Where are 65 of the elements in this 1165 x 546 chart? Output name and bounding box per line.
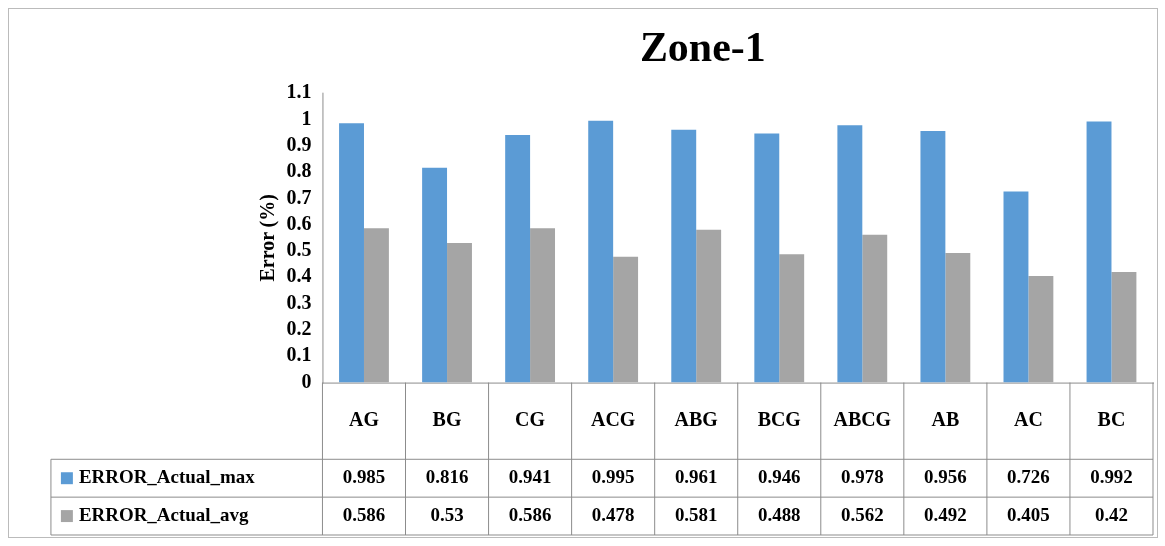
bar: [1111, 272, 1137, 383]
bar: [339, 123, 364, 383]
y-tick-label: 0.6: [286, 211, 312, 234]
data-label: 0.488: [757, 503, 801, 525]
y-axis-title: Error (%): [255, 194, 279, 282]
chart-title: Zone-1: [639, 23, 766, 70]
bar: [862, 234, 888, 383]
x-tick-label: ABCG: [833, 408, 892, 431]
data-label: 0.995: [591, 466, 635, 488]
bar: [696, 229, 722, 383]
y-tick-label: 0.7: [286, 185, 312, 208]
bar: [422, 167, 448, 383]
bar: [530, 228, 556, 383]
y-tick-label: 0.4: [286, 264, 312, 287]
bar: [1086, 121, 1112, 383]
y-tick-label: 1.1: [286, 80, 312, 103]
y-tick-label: 0.5: [286, 238, 312, 261]
data-label: 0.562: [840, 503, 884, 525]
x-tick-label: AB: [931, 408, 960, 431]
bar: [945, 253, 971, 383]
data-label: 0.478: [591, 503, 635, 525]
data-label: 0.53: [430, 503, 464, 525]
y-tick-label: 0.2: [286, 317, 312, 340]
data-label: 0.581: [674, 503, 718, 525]
x-tick-label: AG: [349, 408, 379, 431]
y-tick-label: 0.8: [286, 159, 312, 182]
y-tick-label: 0.1: [286, 343, 312, 366]
x-tick-label: BG: [432, 408, 462, 431]
data-label: 0.586: [342, 503, 386, 525]
legend-label: ERROR_Actual_max: [78, 466, 256, 488]
data-label: 0.42: [1094, 503, 1129, 525]
x-tick-label: ACG: [590, 408, 636, 431]
bar: [447, 243, 472, 383]
data-label: 0.956: [924, 466, 967, 488]
data-label: 0.816: [425, 466, 469, 488]
data-label: 0.492: [924, 503, 967, 525]
bar: [613, 256, 639, 383]
bar: [1003, 191, 1029, 383]
x-tick-label: CG: [515, 408, 546, 431]
data-label: 0.726: [1007, 466, 1050, 488]
bar: [363, 228, 389, 383]
data-label: 0.985: [342, 466, 386, 488]
data-label: 0.941: [508, 466, 552, 488]
data-label: 0.961: [674, 466, 718, 488]
y-tick-label: 0: [301, 369, 312, 392]
bar: [671, 129, 697, 383]
bar: [754, 133, 780, 383]
x-tick-label: BCG: [757, 408, 801, 431]
data-label: 0.978: [840, 466, 884, 488]
legend-label: ERROR_Actual_avg: [78, 503, 249, 525]
data-label: 0.946: [757, 466, 801, 488]
bar: [920, 130, 946, 383]
x-tick-label: AC: [1014, 408, 1043, 431]
bar: [588, 120, 614, 383]
bar: [779, 254, 805, 383]
y-tick-label: 0.9: [286, 132, 312, 155]
y-tick-label: 0.3: [286, 290, 312, 313]
x-tick-label: ABG: [674, 408, 718, 431]
x-tick-label: BC: [1097, 408, 1126, 431]
y-tick-label: 1: [301, 106, 312, 129]
data-label: 0.586: [508, 503, 552, 525]
data-label: 0.992: [1090, 466, 1133, 488]
bar: [505, 134, 531, 383]
bar: [837, 125, 863, 383]
data-label: 0.405: [1007, 503, 1050, 525]
